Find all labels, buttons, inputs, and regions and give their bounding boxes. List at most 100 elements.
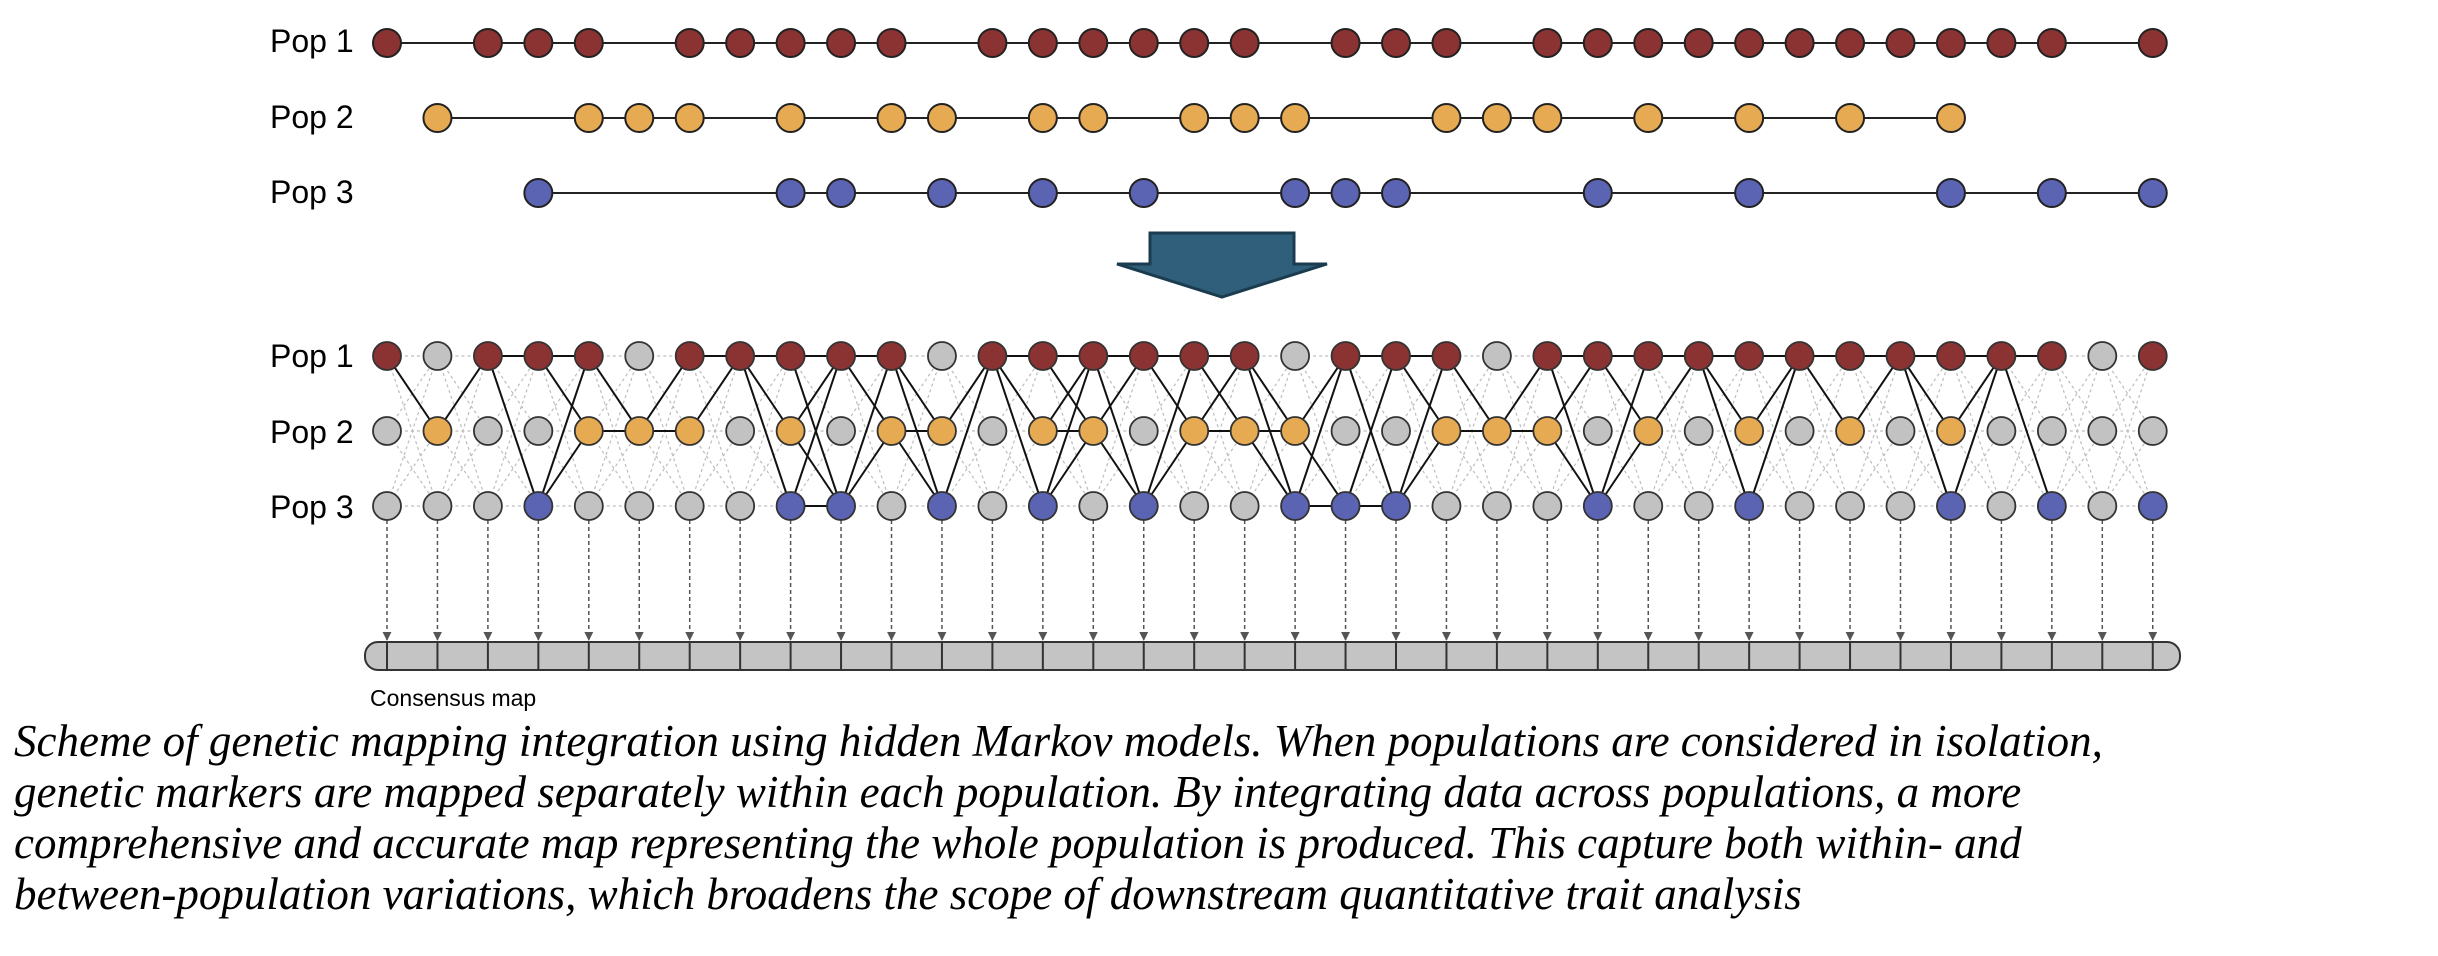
pop1-integrated-marker (1986, 341, 2017, 371)
hmm-path-edge (1395, 355, 1448, 432)
transition-edge (2101, 355, 2154, 507)
empty-locus-marker (1431, 491, 1462, 521)
hmm-path-edge (1445, 355, 1498, 432)
pop1-integrated-marker (977, 341, 1008, 371)
pop1-integrated-marker (1229, 341, 1260, 371)
pop2-marker (1027, 103, 1058, 133)
caption-line-4: between-population variations, which bro… (14, 869, 1802, 919)
hmm-path-edge (840, 355, 893, 507)
pop3-integrated-marker (1381, 491, 1411, 521)
empty-locus-marker (2137, 416, 2168, 446)
hmm-path-edge (1243, 355, 1296, 432)
pop1-marker (472, 28, 503, 58)
pop3-integrated-marker (927, 491, 957, 521)
pop3-integrated-marker (1280, 491, 1310, 521)
pop1-integrated-marker (523, 341, 554, 371)
pop3-marker (1734, 178, 1765, 208)
empty-locus-marker (372, 416, 402, 446)
empty-locus-marker (1683, 416, 1714, 446)
pop1-marker (1381, 28, 1411, 58)
pop2-integrated-marker (1532, 416, 1563, 446)
pop2-integrated-marker (1936, 416, 1966, 446)
pop2-integrated-marker (624, 416, 655, 446)
hmm-path-edge (1294, 430, 1347, 507)
pop2-integrated-marker (927, 416, 957, 446)
pop2-marker (1229, 103, 1260, 133)
hmm-path-edge (739, 355, 792, 507)
pop1-integrated-marker (2036, 341, 2067, 371)
hmm-path-edge (386, 355, 439, 432)
pop2-marker (1633, 103, 1664, 133)
empty-locus-marker (1633, 491, 1664, 521)
pop3-integrated-marker (1582, 491, 1613, 521)
empty-locus-marker (1582, 416, 1613, 446)
empty-locus-marker (876, 491, 907, 521)
pop1-marker (2137, 28, 2168, 58)
hmm-path-edge (1092, 430, 1145, 507)
empty-locus-marker (422, 491, 453, 521)
empty-locus-marker (1835, 491, 1865, 521)
pop1-integrated-marker (1582, 341, 1613, 371)
hmm-path-edge (1596, 430, 1650, 507)
pop3-marker (1280, 178, 1311, 208)
pop2-integrated-marker (775, 416, 806, 446)
hmm-path-edge (1697, 355, 1751, 507)
hmm-path-edge (1041, 355, 1095, 507)
pop3-marker (1027, 178, 1058, 208)
consensus-map-bar (364, 641, 2181, 671)
pop1-integrated-marker (1128, 341, 1159, 371)
pop2-integrated-marker (876, 416, 907, 446)
pop3-integrated-marker (2036, 491, 2067, 521)
pop1-marker (1532, 28, 1563, 58)
hmm-path-edge (1647, 355, 1700, 432)
transition-edge (1799, 355, 1851, 507)
empty-locus-marker (1986, 416, 2017, 446)
hmm-path-edge (1748, 355, 1801, 507)
pop2-integrated-marker (573, 416, 604, 446)
transition-edge (386, 355, 439, 507)
pop2-integrated-marker (1027, 416, 1058, 446)
pop2-marker (1179, 103, 1210, 133)
pop1-marker (1229, 28, 1260, 58)
pop2-marker (1431, 103, 1462, 133)
pop2-integrated-marker (1280, 416, 1310, 446)
pop1-integrated-marker (775, 341, 806, 371)
caption-line-1: Scheme of genetic mapping integration us… (14, 716, 2103, 766)
integrated-markers (372, 341, 2168, 521)
hmm-path-edge (537, 430, 590, 507)
empty-locus-marker (927, 341, 957, 371)
pop3-integrated-marker (1734, 491, 1765, 521)
pop1-marker (1027, 28, 1058, 58)
hmm-path-edge (789, 355, 842, 432)
pop1-marker (1885, 28, 1916, 58)
pop2-marker (674, 103, 705, 133)
hmm-path-edge (1546, 355, 1599, 432)
hmm-path-edge (1294, 355, 1347, 507)
empty-locus-marker (2036, 416, 2067, 446)
pop2-integrated-marker (422, 416, 453, 446)
pop2-marker (775, 103, 806, 133)
empty-locus-marker (1784, 491, 1815, 521)
empty-locus-marker (826, 416, 856, 446)
pop1-marker (1935, 28, 1966, 58)
pop1-marker (372, 28, 402, 58)
empty-locus-marker (2087, 491, 2118, 521)
pop1-integrated-marker (1330, 341, 1361, 371)
hmm-path-edge (1798, 355, 1851, 432)
empty-locus-marker (1078, 491, 1109, 521)
empty-locus-marker (725, 416, 756, 446)
pop1-marker (2036, 28, 2067, 58)
empty-locus-marker (2087, 416, 2118, 446)
pop1-marker (1128, 28, 1159, 58)
pop3-marker (1330, 178, 1361, 208)
hmm-path-edge (941, 355, 994, 432)
empty-locus-marker (1986, 491, 2017, 521)
hmm-path-edge (1899, 355, 1952, 507)
pop2-label-top: Pop 2 (270, 99, 354, 135)
pop1-integrated-marker (1179, 341, 1210, 371)
hmm-path-edge (1294, 355, 1347, 432)
hmm-path-edge (789, 355, 842, 507)
hmm-path-edge (1546, 355, 1599, 507)
hmm-path-edge (1395, 430, 1448, 507)
